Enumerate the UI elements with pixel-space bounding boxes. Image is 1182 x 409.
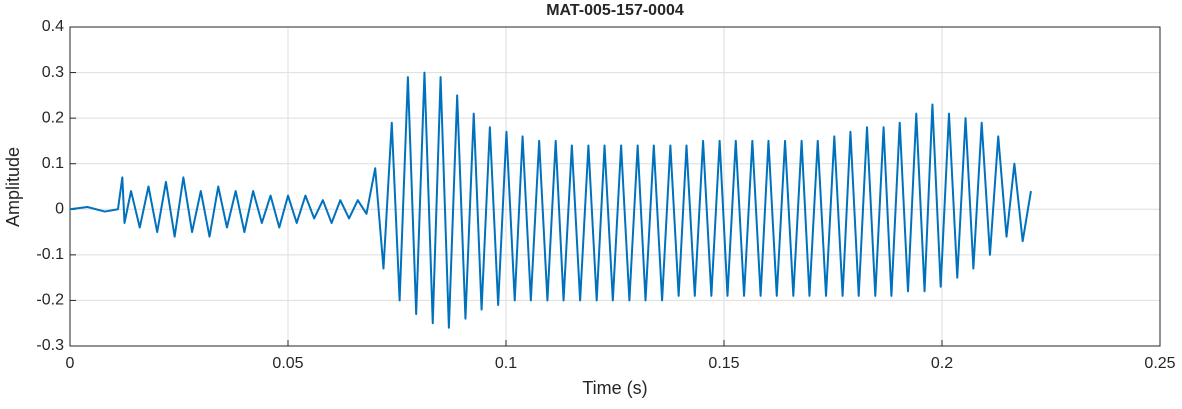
y-tick-label: -0.2: [36, 292, 64, 309]
x-tick-label: 0.2: [931, 355, 953, 372]
chart-title: MAT-005-157-0004: [546, 2, 684, 19]
x-tick-label: 0.05: [272, 355, 303, 372]
y-tick-label: 0.4: [42, 18, 64, 35]
y-axis-label: Amplitude: [3, 147, 23, 227]
x-tick-label: 0.15: [708, 355, 739, 372]
x-axis-label: Time (s): [582, 378, 647, 398]
x-tick-label: 0.1: [495, 355, 517, 372]
waveform-line: [69, 71, 1032, 329]
y-tick-label: 0.2: [42, 109, 64, 126]
y-tick-label: -0.1: [36, 246, 64, 263]
y-tick-label: -0.3: [36, 337, 64, 354]
y-tick-label: 0.3: [42, 64, 64, 81]
y-tick-label: 0: [55, 201, 64, 218]
y-tick-label: 0.1: [42, 155, 64, 172]
x-tick-label: 0.25: [1144, 355, 1175, 372]
plot-frame: [69, 26, 1161, 347]
x-tick-label: 0: [66, 355, 75, 372]
